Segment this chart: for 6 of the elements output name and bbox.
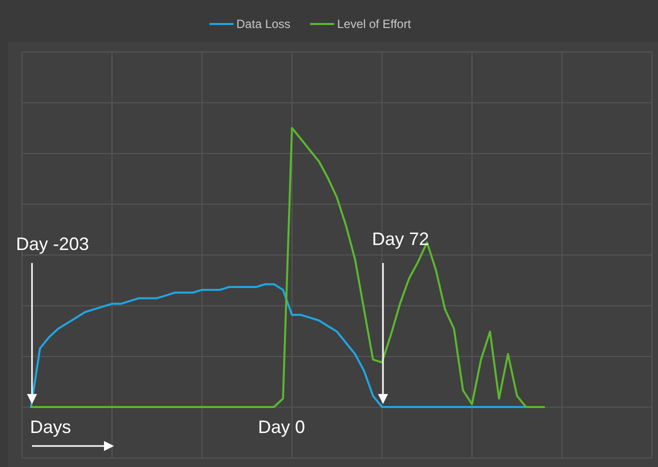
annotation: Day -203 [16, 234, 90, 254]
legend-label: Data Loss [236, 17, 290, 31]
text: Days [30, 417, 72, 437]
annotation: Day 72 [372, 229, 430, 249]
text: Day 0 [258, 417, 306, 437]
legend-label: Level of Effort [337, 17, 412, 31]
